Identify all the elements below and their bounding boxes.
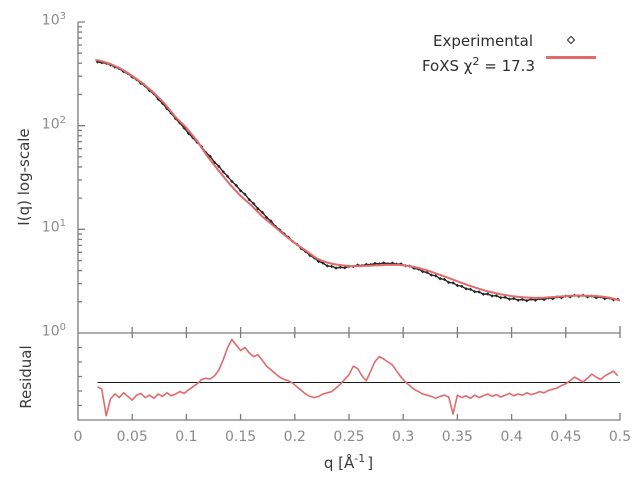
- x-tick-label: 0.45: [550, 429, 582, 445]
- legend-fit-label-prefix: FoXS χ: [421, 57, 473, 75]
- y-axis-label: I(q) log-scale: [15, 128, 33, 226]
- y-tick-label: 103: [41, 11, 66, 29]
- x-tick-label: 0.15: [225, 429, 257, 445]
- x-tick-label: 0.2: [283, 429, 306, 445]
- legend-fit-line-sample: [546, 56, 596, 59]
- x-tick-label: 0.4: [500, 429, 523, 445]
- y-tick-label: 101: [41, 218, 66, 236]
- residual-line: [97, 338, 619, 417]
- x-axis-label-sup: -1: [354, 452, 366, 465]
- x-tick-label: 0.5: [608, 429, 632, 445]
- x-tick-label: 0.3: [392, 429, 415, 445]
- legend-fit-label: FoXS χ2 = 17.3: [422, 51, 535, 77]
- foxs-fit-line: [95, 59, 621, 302]
- x-tick-label: 0.05: [116, 429, 148, 445]
- x-tick-label: 0.25: [333, 429, 365, 445]
- x-axis-label-close: ]: [367, 454, 374, 472]
- y-tick-label: 102: [41, 114, 66, 133]
- x-axis-label: q [Å-1]: [0, 452, 640, 472]
- x-axis-label-base: q [Å: [323, 454, 355, 472]
- y-tick-label: 100: [41, 322, 66, 340]
- legend-fit-label-suffix: = 17.3: [479, 57, 535, 75]
- x-tick-label: 0: [73, 429, 83, 445]
- x-tick-label: 0.1: [175, 429, 198, 445]
- legend-experimental-label: Experimental: [432, 32, 533, 50]
- main-axes: [77, 21, 621, 334]
- residual-axes: [77, 333, 621, 421]
- legend-fit-label-sup: 2: [472, 55, 480, 68]
- x-tick-label: 0.35: [441, 429, 473, 445]
